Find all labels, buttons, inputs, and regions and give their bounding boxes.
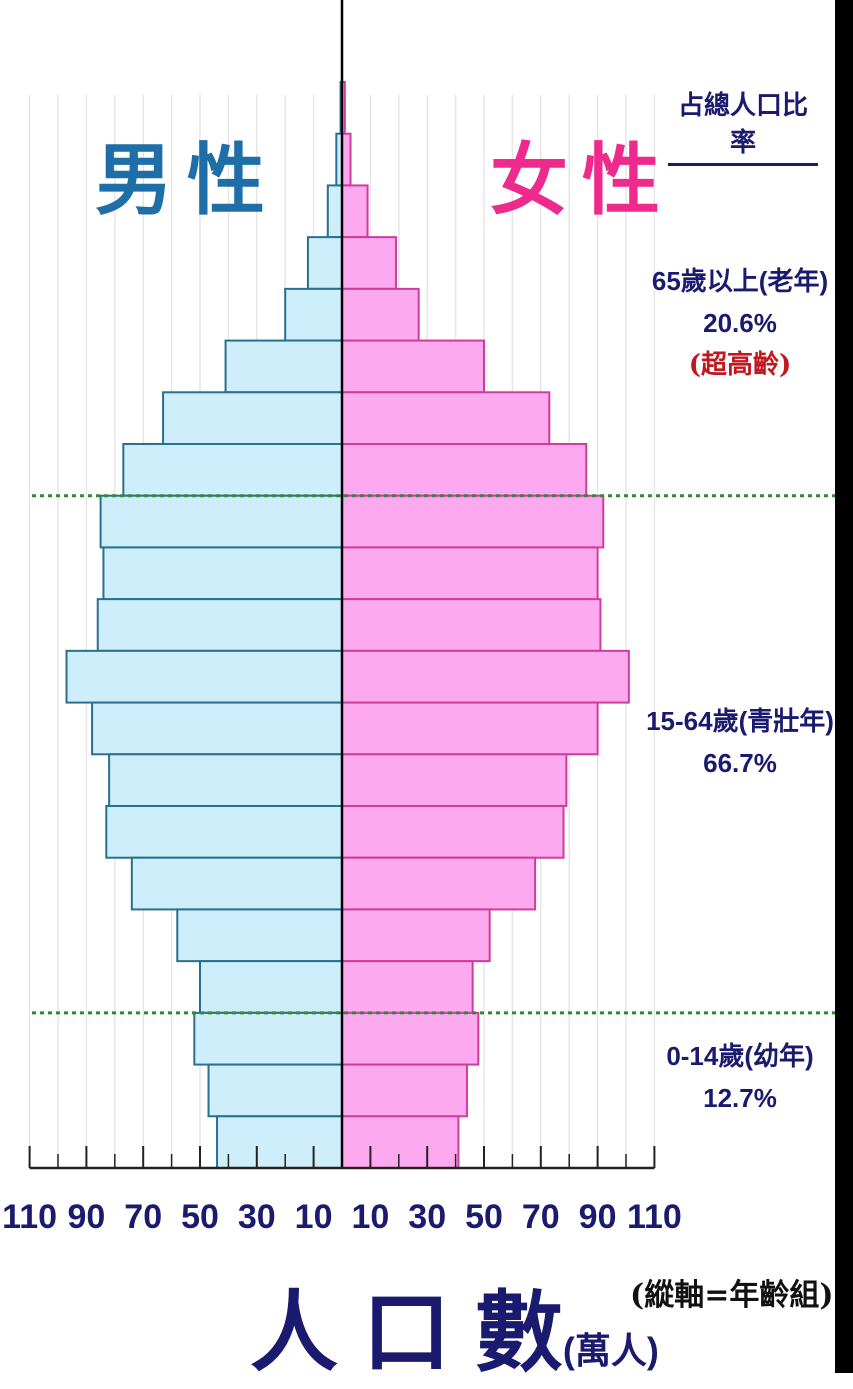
male-bar bbox=[306, 236, 344, 290]
female-bar bbox=[341, 1115, 460, 1170]
female-bar bbox=[341, 494, 605, 549]
x-tick-label-right: 30 bbox=[408, 1198, 446, 1236]
male-bar bbox=[224, 339, 343, 394]
female-bar bbox=[341, 649, 630, 704]
group-elderly-note: (超高齡) bbox=[688, 350, 792, 380]
male-bar bbox=[108, 753, 344, 807]
x-axis-label: 人 口 數(萬人) bbox=[250, 1262, 659, 1389]
female-bar bbox=[341, 908, 491, 963]
male-bar bbox=[207, 1063, 343, 1118]
x-tick-label-left: 70 bbox=[124, 1198, 162, 1236]
female-bar bbox=[341, 1063, 468, 1118]
female-bar bbox=[341, 546, 599, 601]
x-tick-label-left: 110 bbox=[2, 1198, 57, 1236]
x-tick-label-right: 70 bbox=[522, 1198, 560, 1236]
male-bar bbox=[102, 546, 343, 601]
male-bar bbox=[96, 598, 344, 652]
female-bar bbox=[341, 443, 588, 497]
male-bar bbox=[122, 443, 343, 497]
group-elderly: 65歲以上(老年) 20.6% (超高齡) bbox=[640, 260, 840, 386]
x-tick-label-right: 10 bbox=[351, 1198, 389, 1236]
male-bar bbox=[65, 649, 344, 704]
x-tick-label-right: 50 bbox=[465, 1198, 503, 1236]
x-axis-unit: (萬人) bbox=[562, 1330, 659, 1371]
female-bar bbox=[341, 598, 602, 652]
group-youth-name: 0-14歲(幼年) bbox=[666, 1041, 814, 1071]
x-tick-label-left: 10 bbox=[295, 1198, 333, 1236]
female-bar bbox=[341, 132, 352, 187]
female-bar bbox=[341, 960, 474, 1014]
male-bar bbox=[130, 856, 343, 911]
female-bar bbox=[341, 391, 551, 445]
right-edge-bar bbox=[835, 0, 853, 1373]
male-bar bbox=[91, 701, 343, 756]
male-bar bbox=[176, 908, 343, 963]
female-bar bbox=[341, 753, 568, 807]
group-elderly-name: 65歲以上(老年) bbox=[651, 266, 829, 296]
female-bar bbox=[341, 184, 369, 239]
group-working-age-percent: 66.7% bbox=[703, 748, 777, 778]
x-tick-label-right: 110 bbox=[627, 1198, 682, 1236]
ratio-heading: 占總人口比率 bbox=[668, 85, 818, 166]
female-bar bbox=[341, 236, 397, 290]
group-working-age: 15-64歲(青壯年) 66.7% bbox=[640, 700, 840, 784]
y-axis-note: (縱軸=年齡組) bbox=[630, 1278, 834, 1313]
male-bar bbox=[216, 1115, 343, 1170]
group-youth: 0-14歲(幼年) 12.7% bbox=[640, 1035, 840, 1119]
female-bar bbox=[341, 339, 485, 394]
female-bar bbox=[341, 805, 565, 859]
female-bar bbox=[341, 287, 420, 342]
male-label: 男性 bbox=[95, 135, 280, 226]
x-axis-title: 人 口 數 bbox=[250, 1283, 563, 1382]
female-bar bbox=[341, 701, 599, 756]
x-tick-label-right: 90 bbox=[579, 1198, 617, 1236]
male-bar bbox=[284, 287, 344, 342]
group-working-age-name: 15-64歲(青壯年) bbox=[646, 706, 834, 736]
group-youth-percent: 12.7% bbox=[703, 1083, 777, 1113]
female-bar bbox=[341, 1011, 480, 1066]
x-tick-label-left: 30 bbox=[238, 1198, 276, 1236]
x-tick-label-left: 90 bbox=[67, 1198, 105, 1236]
group-elderly-percent: 20.6% bbox=[703, 308, 777, 338]
male-bar bbox=[199, 960, 343, 1014]
male-bar bbox=[193, 1011, 343, 1066]
female-label: 女性 bbox=[490, 135, 675, 226]
male-bar bbox=[99, 494, 343, 549]
x-tick-label-left: 50 bbox=[181, 1198, 219, 1236]
female-bar bbox=[341, 856, 537, 911]
male-bar bbox=[326, 184, 343, 239]
male-bar bbox=[105, 805, 343, 859]
male-bar bbox=[162, 391, 343, 445]
